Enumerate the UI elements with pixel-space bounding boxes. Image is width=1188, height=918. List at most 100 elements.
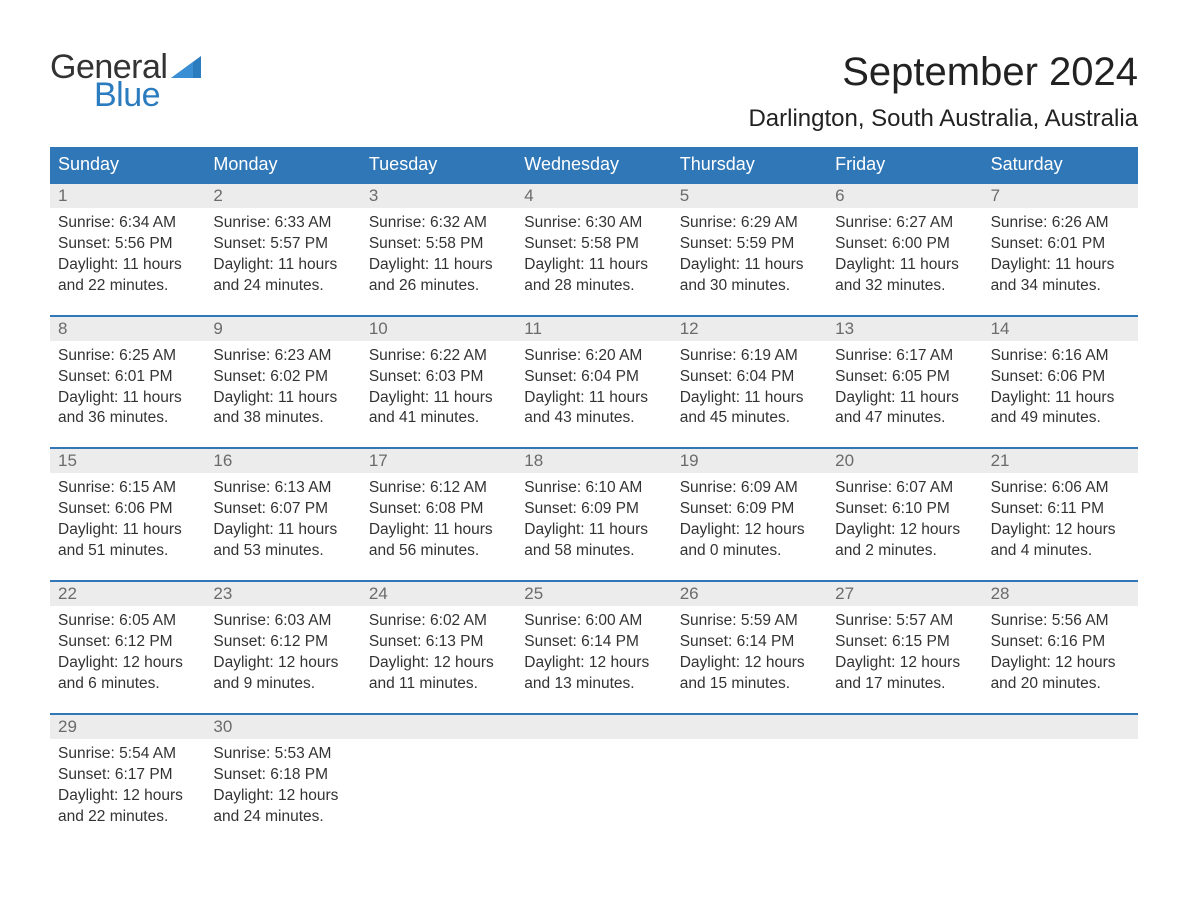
- day-cell: Sunrise: 6:16 AMSunset: 6:06 PMDaylight:…: [983, 341, 1138, 430]
- dow-cell-tuesday: Tuesday: [361, 147, 516, 182]
- week-row: 15161718192021Sunrise: 6:15 AMSunset: 6:…: [50, 447, 1138, 562]
- sunset-line: Sunset: 6:09 PM: [680, 499, 819, 520]
- day-cell: Sunrise: 6:29 AMSunset: 5:59 PMDaylight:…: [672, 208, 827, 297]
- sunrise-line: Sunrise: 6:23 AM: [213, 346, 352, 367]
- week-row: 891011121314Sunrise: 6:25 AMSunset: 6:01…: [50, 315, 1138, 430]
- day-number: [672, 715, 827, 739]
- sunset-line: Sunset: 6:02 PM: [213, 367, 352, 388]
- day-number: [983, 715, 1138, 739]
- day-cell: Sunrise: 5:57 AMSunset: 6:15 PMDaylight:…: [827, 606, 982, 695]
- day-cell: Sunrise: 6:05 AMSunset: 6:12 PMDaylight:…: [50, 606, 205, 695]
- day-cell: Sunrise: 6:26 AMSunset: 6:01 PMDaylight:…: [983, 208, 1138, 297]
- day-number: 14: [983, 317, 1138, 341]
- day-cell: Sunrise: 5:53 AMSunset: 6:18 PMDaylight:…: [205, 739, 360, 828]
- daylight-line: Daylight: 11 hours and 30 minutes.: [680, 255, 819, 297]
- dow-cell-saturday: Saturday: [983, 147, 1138, 182]
- day-cell: [827, 739, 982, 828]
- day-number: 3: [361, 184, 516, 208]
- sunrise-line: Sunrise: 6:27 AM: [835, 213, 974, 234]
- sunset-line: Sunset: 5:56 PM: [58, 234, 197, 255]
- sunset-line: Sunset: 6:10 PM: [835, 499, 974, 520]
- daylight-line: Daylight: 11 hours and 26 minutes.: [369, 255, 508, 297]
- daylight-line: Daylight: 11 hours and 32 minutes.: [835, 255, 974, 297]
- daylight-line: Daylight: 11 hours and 47 minutes.: [835, 388, 974, 430]
- day-cell: Sunrise: 6:27 AMSunset: 6:00 PMDaylight:…: [827, 208, 982, 297]
- day-cell: [983, 739, 1138, 828]
- title-block: September 2024 Darlington, South Austral…: [748, 50, 1138, 133]
- day-number: 24: [361, 582, 516, 606]
- day-cell: Sunrise: 6:25 AMSunset: 6:01 PMDaylight:…: [50, 341, 205, 430]
- dow-cell-friday: Friday: [827, 147, 982, 182]
- sunset-line: Sunset: 6:08 PM: [369, 499, 508, 520]
- sunset-line: Sunset: 6:11 PM: [991, 499, 1130, 520]
- day-number: [827, 715, 982, 739]
- sunset-line: Sunset: 6:18 PM: [213, 765, 352, 786]
- sunrise-line: Sunrise: 6:05 AM: [58, 611, 197, 632]
- daylight-line: Daylight: 12 hours and 22 minutes.: [58, 786, 197, 828]
- sunset-line: Sunset: 6:00 PM: [835, 234, 974, 255]
- sunset-line: Sunset: 6:01 PM: [991, 234, 1130, 255]
- daylight-line: Daylight: 11 hours and 43 minutes.: [524, 388, 663, 430]
- daylight-line: Daylight: 11 hours and 38 minutes.: [213, 388, 352, 430]
- sunset-line: Sunset: 6:06 PM: [991, 367, 1130, 388]
- day-content-row: Sunrise: 6:05 AMSunset: 6:12 PMDaylight:…: [50, 606, 1138, 695]
- day-number: 10: [361, 317, 516, 341]
- day-number: 13: [827, 317, 982, 341]
- week-row: 1234567Sunrise: 6:34 AMSunset: 5:56 PMDa…: [50, 182, 1138, 297]
- day-number: 28: [983, 582, 1138, 606]
- day-number: 21: [983, 449, 1138, 473]
- day-cell: Sunrise: 6:20 AMSunset: 6:04 PMDaylight:…: [516, 341, 671, 430]
- dow-cell-monday: Monday: [205, 147, 360, 182]
- sunset-line: Sunset: 5:58 PM: [524, 234, 663, 255]
- day-cell: Sunrise: 6:33 AMSunset: 5:57 PMDaylight:…: [205, 208, 360, 297]
- weeks-container: 1234567Sunrise: 6:34 AMSunset: 5:56 PMDa…: [50, 182, 1138, 827]
- daylight-line: Daylight: 11 hours and 58 minutes.: [524, 520, 663, 562]
- day-number: 9: [205, 317, 360, 341]
- day-cell: Sunrise: 6:22 AMSunset: 6:03 PMDaylight:…: [361, 341, 516, 430]
- daylight-line: Daylight: 11 hours and 24 minutes.: [213, 255, 352, 297]
- day-cell: Sunrise: 6:23 AMSunset: 6:02 PMDaylight:…: [205, 341, 360, 430]
- daylight-line: Daylight: 11 hours and 53 minutes.: [213, 520, 352, 562]
- day-cell: Sunrise: 6:10 AMSunset: 6:09 PMDaylight:…: [516, 473, 671, 562]
- sunset-line: Sunset: 6:09 PM: [524, 499, 663, 520]
- month-title: September 2024: [748, 50, 1138, 95]
- sunset-line: Sunset: 5:58 PM: [369, 234, 508, 255]
- flag-icon: [171, 56, 201, 78]
- daylight-line: Daylight: 11 hours and 36 minutes.: [58, 388, 197, 430]
- day-number: 6: [827, 184, 982, 208]
- sunset-line: Sunset: 6:01 PM: [58, 367, 197, 388]
- day-number: 29: [50, 715, 205, 739]
- sunrise-line: Sunrise: 6:06 AM: [991, 478, 1130, 499]
- sunrise-line: Sunrise: 5:56 AM: [991, 611, 1130, 632]
- sunrise-line: Sunrise: 6:26 AM: [991, 213, 1130, 234]
- sunrise-line: Sunrise: 6:02 AM: [369, 611, 508, 632]
- sunset-line: Sunset: 6:04 PM: [524, 367, 663, 388]
- sunrise-line: Sunrise: 6:16 AM: [991, 346, 1130, 367]
- day-number-row: 1234567: [50, 184, 1138, 208]
- day-number-row: 2930: [50, 715, 1138, 739]
- dow-cell-wednesday: Wednesday: [516, 147, 671, 182]
- sunrise-line: Sunrise: 6:13 AM: [213, 478, 352, 499]
- sunrise-line: Sunrise: 5:59 AM: [680, 611, 819, 632]
- day-cell: Sunrise: 6:12 AMSunset: 6:08 PMDaylight:…: [361, 473, 516, 562]
- sunset-line: Sunset: 6:17 PM: [58, 765, 197, 786]
- daylight-line: Daylight: 11 hours and 22 minutes.: [58, 255, 197, 297]
- day-cell: Sunrise: 6:34 AMSunset: 5:56 PMDaylight:…: [50, 208, 205, 297]
- daylight-line: Daylight: 11 hours and 34 minutes.: [991, 255, 1130, 297]
- sunrise-line: Sunrise: 5:53 AM: [213, 744, 352, 765]
- dow-cell-thursday: Thursday: [672, 147, 827, 182]
- sunset-line: Sunset: 6:14 PM: [680, 632, 819, 653]
- day-of-week-header-row: SundayMondayTuesdayWednesdayThursdayFrid…: [50, 147, 1138, 182]
- day-cell: Sunrise: 6:02 AMSunset: 6:13 PMDaylight:…: [361, 606, 516, 695]
- day-number: 19: [672, 449, 827, 473]
- calendar: SundayMondayTuesdayWednesdayThursdayFrid…: [50, 147, 1138, 827]
- week-row: 22232425262728Sunrise: 6:05 AMSunset: 6:…: [50, 580, 1138, 695]
- day-cell: Sunrise: 6:19 AMSunset: 6:04 PMDaylight:…: [672, 341, 827, 430]
- day-cell: [361, 739, 516, 828]
- sunrise-line: Sunrise: 6:15 AM: [58, 478, 197, 499]
- sunrise-line: Sunrise: 6:17 AM: [835, 346, 974, 367]
- week-row: 2930Sunrise: 5:54 AMSunset: 6:17 PMDayli…: [50, 713, 1138, 828]
- sunset-line: Sunset: 6:14 PM: [524, 632, 663, 653]
- daylight-line: Daylight: 12 hours and 17 minutes.: [835, 653, 974, 695]
- day-number: 23: [205, 582, 360, 606]
